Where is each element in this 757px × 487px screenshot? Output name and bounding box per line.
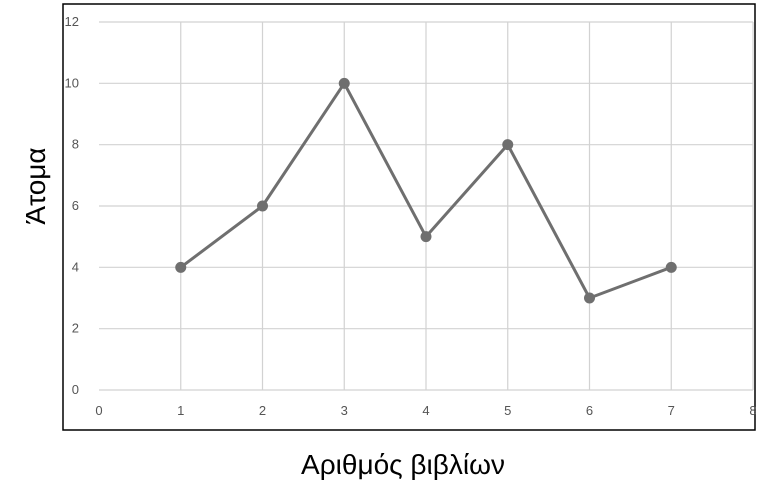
data-point [584,292,595,304]
x-tick-label: 7 [668,403,675,418]
data-point [175,261,187,273]
y-tick-label: 0 [72,382,79,397]
y-tick-label: 10 [65,75,79,90]
y-tick-label: 2 [72,321,79,336]
chart-frame [62,3,756,431]
x-tick-label: 4 [422,403,429,418]
data-point [502,139,514,151]
x-tick-label: 2 [259,403,266,418]
x-tick-label: 6 [586,403,593,418]
y-tick-label: 4 [72,259,79,274]
x-tick-label: 8 [749,403,756,418]
y-tick-label: 12 [65,14,79,29]
x-axis-label: Αριθμός βιβλίων [301,449,505,480]
y-tick-label: 6 [72,198,79,213]
data-point [665,261,677,273]
x-tick-label: 5 [504,403,511,418]
x-tick-label: 0 [95,403,102,418]
x-tick-label: 1 [177,403,184,418]
y-axis-label: Άτομα [20,147,51,225]
x-tick-label: 3 [341,403,348,418]
data-point [420,231,432,243]
data-point [257,200,268,212]
y-tick-label: 8 [72,137,79,152]
data-point [338,77,350,89]
